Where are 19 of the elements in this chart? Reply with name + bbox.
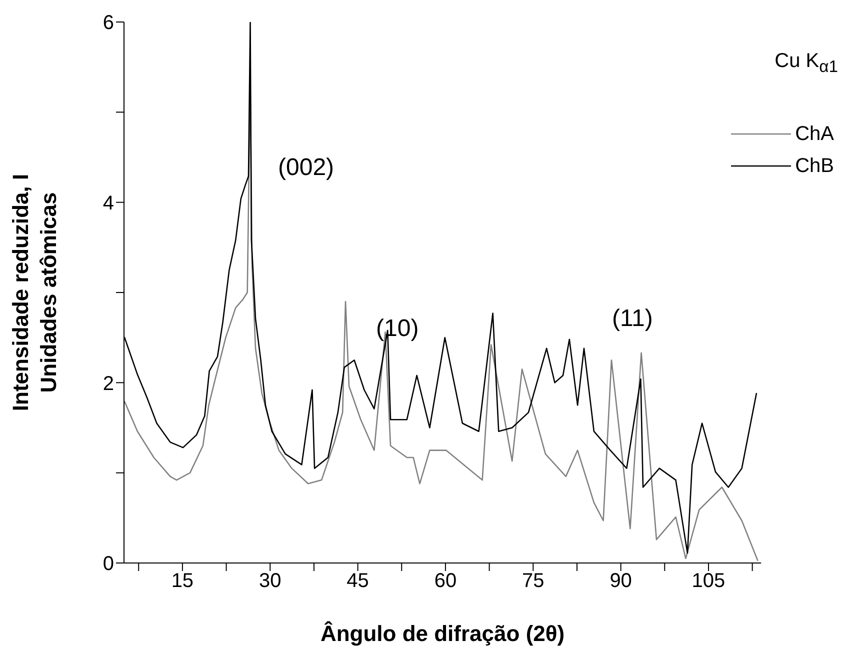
- y-tick-label: 2: [102, 372, 114, 395]
- annotation: (10): [376, 315, 419, 343]
- annotation: (002): [278, 154, 334, 182]
- legend-label: ChB: [795, 154, 834, 179]
- x-tick-label: 105: [692, 570, 726, 592]
- y-tick-label: 6: [102, 12, 114, 34]
- x-tick-label: 60: [434, 570, 457, 592]
- x-axis-title: Ângulo de difração (2θ): [320, 621, 565, 646]
- x-tick-label: 75: [522, 570, 544, 592]
- text: Cu K$_{α1}$: [774, 50, 838, 77]
- annotation: (11): [612, 305, 653, 333]
- y-tick-label: 0: [102, 553, 114, 576]
- legend-label: ChA: [795, 122, 834, 147]
- x-tick-label: 90: [610, 570, 632, 592]
- x-tick-label: 30: [258, 570, 282, 592]
- y-axis-title: Intensidade reduzida, I Unidades atômicas: [8, 174, 61, 412]
- x-tick-label: 45: [346, 570, 369, 592]
- x-tick-label: 15: [171, 570, 194, 592]
- y-tick-label: 4: [102, 192, 114, 214]
